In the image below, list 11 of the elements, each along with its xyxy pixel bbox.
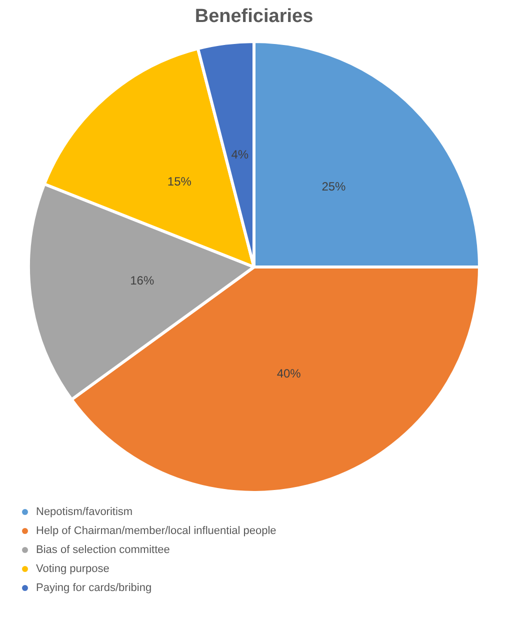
legend-label: Bias of selection committee	[36, 544, 170, 556]
legend-label: Paying for cards/bribing	[36, 582, 152, 594]
chart-title: Beneficiaries	[194, 6, 314, 29]
data-label: 4%	[231, 147, 249, 162]
legend-label: Voting purpose	[36, 562, 110, 574]
data-label: 40%	[276, 366, 302, 381]
data-label: 25%	[322, 180, 346, 194]
legend-label: Nepotism/favoritism	[36, 506, 133, 518]
legend-label: Help of Chairman/member/local influential people	[36, 524, 276, 536]
data-label: 15%	[167, 174, 192, 189]
data-label: 16%	[130, 273, 154, 288]
